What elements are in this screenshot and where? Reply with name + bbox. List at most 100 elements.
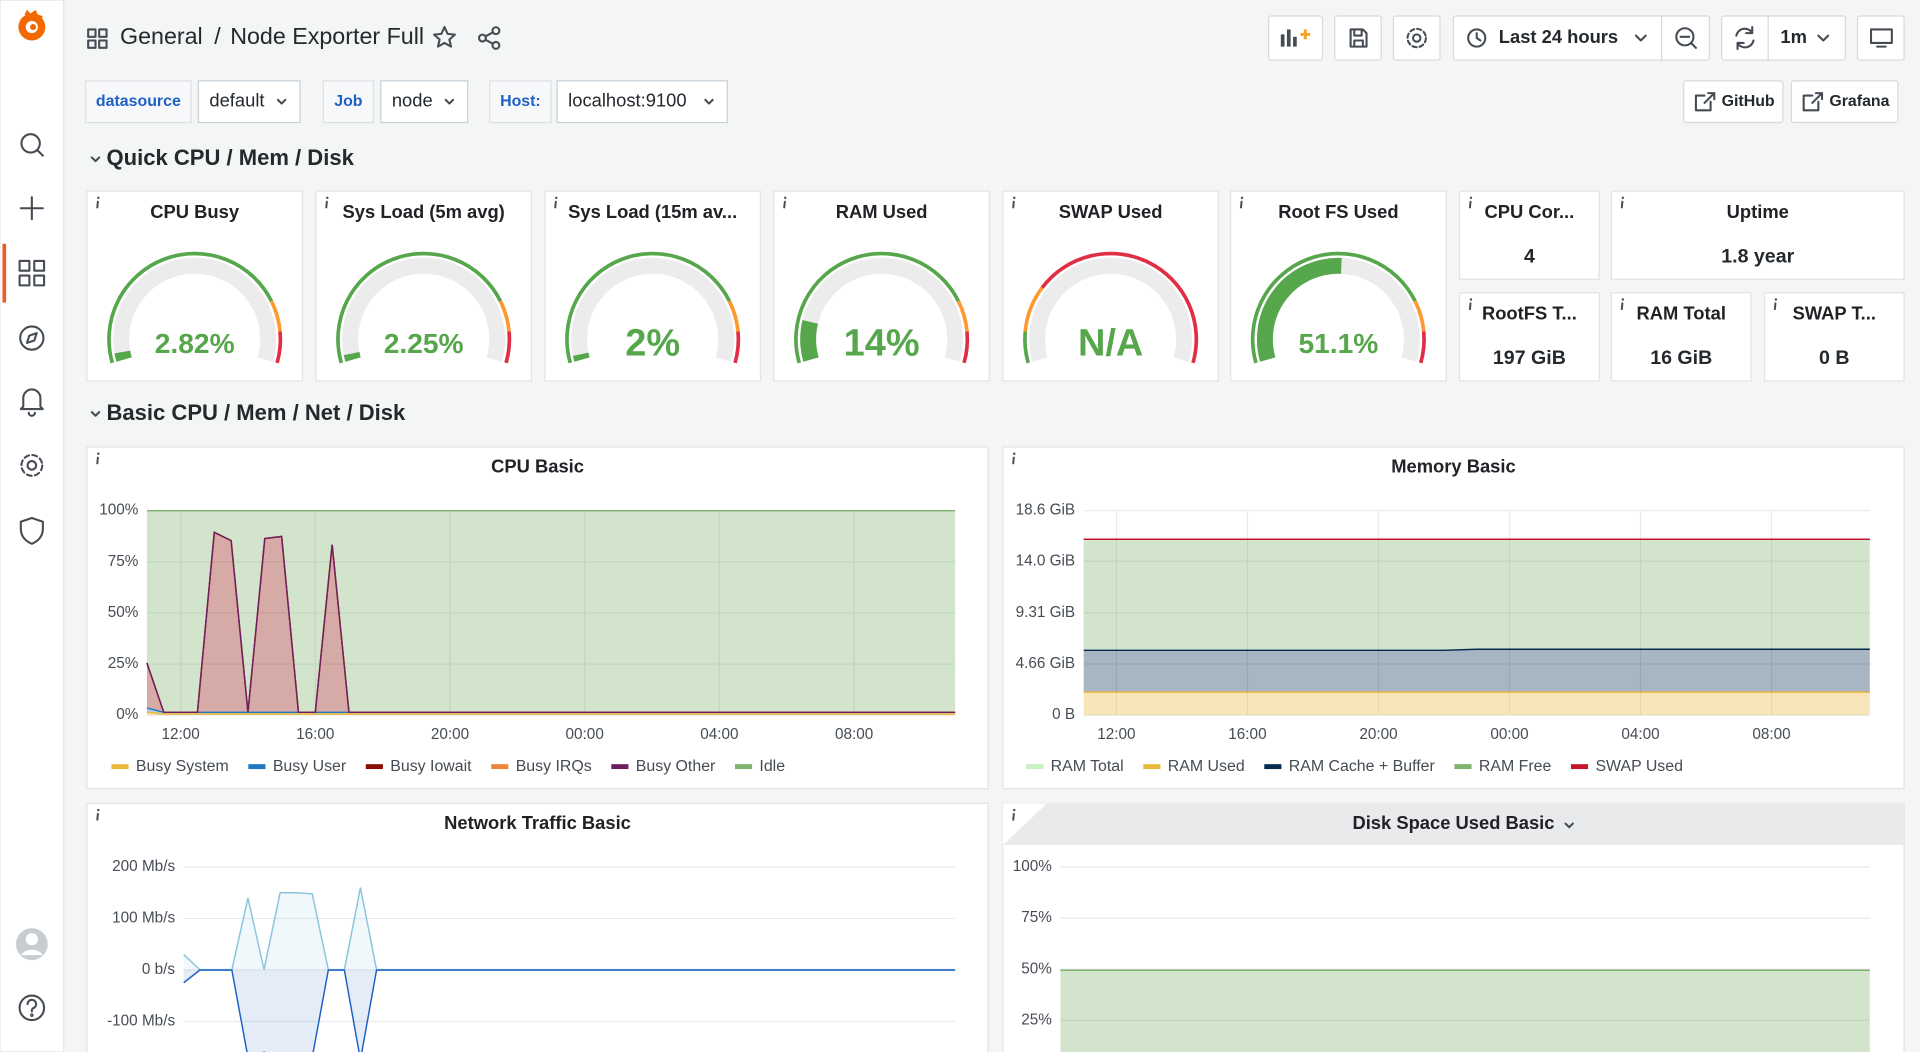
info-icon-dot bbox=[784, 197, 786, 199]
legend-swatch bbox=[248, 764, 265, 769]
dashboard-title[interactable]: Node Exporter Full bbox=[230, 23, 424, 49]
panel-title: Sys Load (5m avg) bbox=[343, 201, 505, 222]
legend-label: RAM Cache + Buffer bbox=[1289, 758, 1436, 775]
y-tick-label: 200 Mb/s bbox=[112, 858, 175, 875]
y-tick-label: 25% bbox=[108, 655, 139, 672]
time-range[interactable]: Last 24 hours bbox=[1499, 26, 1618, 47]
info-icon bbox=[97, 201, 98, 208]
y-tick-label: 0% bbox=[116, 706, 139, 723]
gauge-value-arc bbox=[122, 352, 124, 359]
breadcrumb-folder[interactable]: General bbox=[120, 23, 203, 49]
x-tick-label: 20:00 bbox=[1359, 726, 1397, 743]
gauge-panel: Sys Load (15m av... 2% bbox=[545, 191, 761, 381]
link-text: GitHub bbox=[1722, 93, 1775, 110]
x-tick-label: 00:00 bbox=[566, 726, 604, 743]
stat-panel: RootFS T...197 GiB bbox=[1460, 293, 1600, 381]
sidebar bbox=[0, 0, 64, 1052]
gauge-value: 2.25% bbox=[384, 328, 464, 359]
legend-swatch bbox=[366, 764, 383, 769]
y-tick-label: 9.31 GiB bbox=[1016, 604, 1076, 621]
series-areas bbox=[1060, 970, 1869, 1052]
gauge-panel: Root FS Used 51.1% bbox=[1231, 191, 1447, 381]
panel-title[interactable]: Disk Space Used Basic bbox=[1352, 812, 1554, 833]
timeseries-panel: Network Traffic Basic-100 Mb/s0 b/s100 M… bbox=[87, 803, 988, 1052]
x-tick-label: 08:00 bbox=[1752, 726, 1790, 743]
stat-panel: CPU Cor...4 bbox=[1460, 191, 1600, 279]
gauge-value-arc bbox=[808, 322, 811, 360]
legend-swatch bbox=[611, 764, 628, 769]
gauge-value: 51.1% bbox=[1298, 328, 1378, 359]
info-icon bbox=[555, 201, 556, 208]
series-area bbox=[1084, 692, 1870, 715]
gauge-panel: SWAP UsedN/A bbox=[1003, 191, 1219, 381]
panel-title: CPU Basic bbox=[491, 456, 584, 477]
timeseries-panel: CPU Basic0%25%50%75%100%12:0016:0020:000… bbox=[87, 447, 988, 789]
info-icon bbox=[1470, 303, 1471, 310]
settings-button[interactable] bbox=[1393, 16, 1440, 60]
y-tick-label: 0 B bbox=[1052, 706, 1075, 723]
row-header[interactable]: Quick CPU / Mem / Disk bbox=[92, 145, 355, 170]
panel-title: Sys Load (15m av... bbox=[568, 201, 737, 222]
panel-title: CPU Busy bbox=[150, 201, 240, 222]
x-tick-label: 04:00 bbox=[1621, 726, 1659, 743]
variable[interactable]: Host:localhost:9100 bbox=[490, 81, 728, 123]
panel-title: RAM Used bbox=[836, 201, 928, 222]
series-area bbox=[1084, 539, 1870, 650]
legend-label: Busy IRQs bbox=[516, 758, 592, 775]
add-panel-button[interactable] bbox=[1269, 16, 1323, 60]
legend-label: RAM Used bbox=[1168, 758, 1245, 775]
legend-item[interactable]: RAM Cache + Buffer bbox=[1264, 758, 1435, 775]
panel-title: RAM Total bbox=[1637, 303, 1726, 324]
legend-swatch bbox=[111, 764, 128, 769]
info-icon bbox=[1013, 201, 1014, 208]
info-icon-dot bbox=[1013, 197, 1015, 199]
gauge-value-arc bbox=[581, 354, 582, 359]
legend-label: RAM Total bbox=[1051, 758, 1124, 775]
stat-panel: RAM Total 16 GiB bbox=[1611, 293, 1751, 381]
x-tick-label: 04:00 bbox=[700, 726, 738, 743]
panel-title: Root FS Used bbox=[1278, 201, 1398, 222]
row-title: Basic CPU / Mem / Net / Disk bbox=[107, 400, 406, 425]
gauge-value: 2% bbox=[625, 322, 680, 364]
y-tick-label: 50% bbox=[1021, 960, 1052, 977]
info-icon bbox=[1775, 303, 1776, 310]
refresh-interval[interactable]: 1m bbox=[1780, 26, 1807, 47]
legend-label: RAM Free bbox=[1479, 758, 1552, 775]
gauge-panel: CPU Busy2.82% bbox=[87, 191, 303, 381]
tv-mode-button[interactable] bbox=[1858, 16, 1905, 60]
y-tick-label: 0 b/s bbox=[142, 961, 176, 978]
info-icon-dot bbox=[1241, 197, 1243, 199]
gauge-panel: Sys Load (5m avg) 2.25% bbox=[316, 191, 532, 381]
info-icon bbox=[1013, 457, 1014, 464]
save-button[interactable] bbox=[1335, 16, 1382, 60]
variable-value: default bbox=[209, 90, 264, 111]
x-tick-label: 16:00 bbox=[1228, 726, 1266, 743]
legend-swatch bbox=[1264, 764, 1281, 769]
info-icon bbox=[1013, 813, 1014, 820]
info-icon-dot bbox=[97, 453, 99, 455]
user-avatar[interactable] bbox=[16, 928, 48, 960]
stat-value: 0 B bbox=[1819, 347, 1849, 369]
info-icon-dot bbox=[97, 809, 99, 811]
variable-label: Job bbox=[334, 93, 363, 110]
dashboard-link[interactable]: Grafana bbox=[1791, 81, 1898, 123]
legend-swatch bbox=[1143, 764, 1160, 769]
x-tick-label: 20:00 bbox=[431, 726, 469, 743]
gauge-panel: RAM Used 14% bbox=[774, 191, 990, 381]
active-indicator bbox=[2, 244, 6, 303]
gauge-value: 14% bbox=[844, 322, 920, 364]
info-icon-dot bbox=[1470, 197, 1472, 199]
info-icon bbox=[1622, 201, 1623, 208]
panel-title: CPU Cor... bbox=[1484, 201, 1574, 222]
info-icon bbox=[97, 813, 98, 820]
dashboard-link[interactable]: GitHub bbox=[1684, 81, 1783, 123]
series-areas bbox=[147, 511, 955, 715]
y-tick-label: 75% bbox=[108, 553, 139, 570]
row-header[interactable]: Basic CPU / Mem / Net / Disk bbox=[92, 400, 406, 425]
x-tick-label: 16:00 bbox=[296, 726, 334, 743]
variable[interactable]: Jobnode bbox=[323, 81, 467, 123]
y-tick-label: 14.0 GiB bbox=[1016, 552, 1076, 569]
y-tick-label: 25% bbox=[1021, 1011, 1052, 1028]
stat-value: 16 GiB bbox=[1650, 347, 1712, 369]
